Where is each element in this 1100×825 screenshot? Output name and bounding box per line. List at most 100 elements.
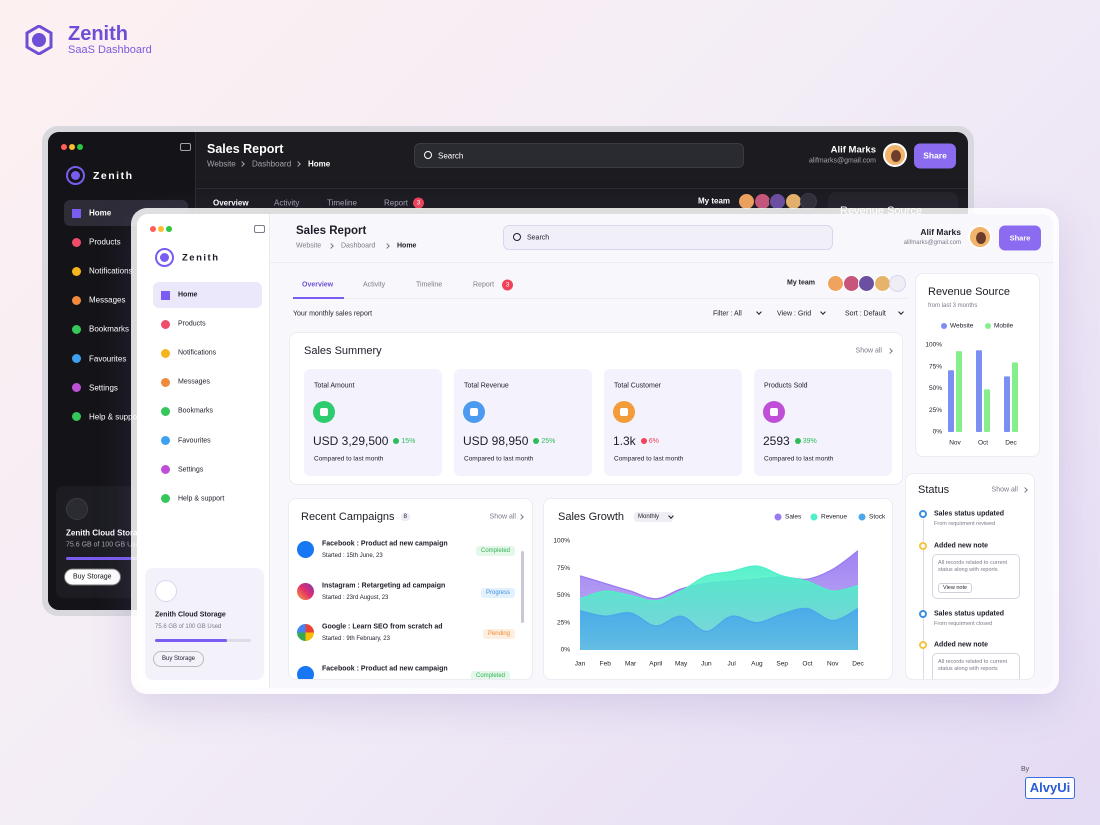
legend-label: Mobile <box>994 323 1014 330</box>
series-line <box>579 565 859 602</box>
sidebar-toggle[interactable] <box>254 225 265 233</box>
stat-change: 39% <box>794 438 817 445</box>
header-divider <box>196 188 968 189</box>
campaign-name[interactable]: Facebook : Product ad new campaign <box>322 540 448 548</box>
nav-item[interactable]: Messages <box>89 295 126 305</box>
team-add[interactable] <box>889 275 906 292</box>
nav-item[interactable]: Favourites <box>89 354 127 363</box>
tab[interactable]: Overview <box>213 198 249 208</box>
nav-item[interactable]: Home <box>178 291 198 299</box>
nav-icon <box>72 295 81 305</box>
legend-swatch <box>941 323 947 329</box>
team-avatar <box>827 275 844 292</box>
filter-dropdown[interactable]: Filter : All <box>713 310 742 318</box>
campaign-name[interactable]: Google : Learn SEO from scratch ad <box>322 623 443 631</box>
note-button[interactable]: View note <box>938 583 973 593</box>
sidebar-brand: Zenith <box>182 252 220 264</box>
storage-button[interactable]: Buy Storage <box>64 568 121 586</box>
share-button[interactable]: Share <box>999 225 1041 250</box>
nav-item[interactable]: Favourites <box>178 437 211 444</box>
trend-icon <box>640 438 647 444</box>
stat-icon-glyph <box>770 408 778 416</box>
stat-icon <box>463 401 485 423</box>
nav-icon <box>72 383 81 393</box>
breadcrumb-item[interactable]: Dashboard <box>252 159 292 169</box>
toolbar-subtitle: Your monthly sales report <box>293 310 373 318</box>
team-label: My team <box>698 196 731 206</box>
search-box[interactable]: Search <box>503 225 833 250</box>
nav-icon <box>161 290 170 300</box>
x-tick-label: May <box>675 661 688 668</box>
stat-change: 6% <box>640 437 659 445</box>
note-box: All records related to current status al… <box>932 554 1020 599</box>
nav-item[interactable]: Settings <box>178 466 204 474</box>
logo <box>66 166 85 185</box>
x-tick-label: Oct <box>978 440 988 447</box>
nav-item[interactable]: Notifications <box>178 349 217 357</box>
nav-icon <box>72 324 81 334</box>
timeline-dot <box>919 510 927 518</box>
y-tick-label: 50% <box>557 592 570 599</box>
show-all[interactable]: Show all <box>991 486 1018 494</box>
nav-item[interactable]: Notifications <box>89 266 133 276</box>
tab[interactable]: Activity <box>274 198 300 208</box>
sidebar-toggle[interactable] <box>180 143 191 151</box>
stat-label: Total Revenue <box>464 382 509 390</box>
growth-card: Sales Growth Monthly Sales Revenue Stock 0% 25… <box>543 498 893 680</box>
count-badge: 8 <box>400 513 410 521</box>
tab[interactable]: Activity <box>363 281 386 289</box>
nav-item[interactable]: Settings <box>89 383 118 393</box>
search-icon <box>513 233 521 241</box>
show-all[interactable]: Show all <box>855 347 882 355</box>
storage-button[interactable]: Buy Storage <box>153 651 205 667</box>
legend-label: Revenue <box>821 514 847 521</box>
show-all[interactable]: Show all <box>489 513 516 521</box>
y-tick-label: 0% <box>561 647 571 654</box>
nav-item[interactable]: Help & support <box>178 495 225 503</box>
nav-item[interactable]: Bookmarks <box>178 407 214 415</box>
nav-item[interactable]: Messages <box>178 378 210 386</box>
tab[interactable]: Timeline <box>327 198 357 208</box>
window-frame: Zenith Home Products Notifications Messages B… <box>131 208 1059 694</box>
campaign-status: Progress <box>480 587 515 598</box>
tab-divider <box>293 298 907 299</box>
tab[interactable]: Report <box>384 198 409 208</box>
nav-item[interactable]: Products <box>178 320 206 328</box>
window-dot <box>158 226 164 232</box>
nav-item[interactable]: Products <box>89 237 121 247</box>
share-button[interactable]: Share <box>914 143 956 168</box>
campaign-name[interactable]: Instagram : Retargeting ad campaign <box>322 582 446 590</box>
stat-change: 25% <box>533 438 555 445</box>
campaign-name[interactable]: Facebook : Product ad new campaign <box>322 665 448 673</box>
filter-dropdown[interactable]: Sort : Default <box>845 310 886 318</box>
brand-tagline: SaaS Dashboard <box>68 44 152 56</box>
tab[interactable]: Report <box>473 281 495 289</box>
period-dropdown[interactable]: Monthly <box>634 512 674 522</box>
nav-icon <box>72 237 81 247</box>
breadcrumb-item[interactable]: Website <box>207 159 236 169</box>
chevron-icon <box>898 309 904 315</box>
nav-item[interactable]: Bookmarks <box>89 324 130 334</box>
stat-icon <box>313 401 335 423</box>
search-icon <box>424 151 432 159</box>
tab[interactable]: Timeline <box>416 281 443 289</box>
nav-item[interactable]: Home <box>89 208 112 218</box>
window-dot <box>77 144 83 150</box>
bar <box>948 370 954 432</box>
breadcrumb-item[interactable]: Dashboard <box>341 242 376 250</box>
x-tick-label: Dec <box>852 661 864 668</box>
legend-swatch <box>858 513 866 521</box>
search-box[interactable]: Search <box>414 143 744 168</box>
campaign-status: Completed <box>475 546 515 556</box>
nav-icon <box>161 377 170 387</box>
legend-swatch <box>774 513 782 521</box>
tab[interactable]: Overview <box>302 281 334 289</box>
breadcrumb-item[interactable]: Website <box>296 242 322 250</box>
x-tick-label: Jan <box>575 661 586 668</box>
filter-dropdown[interactable]: View : Grid <box>777 310 812 318</box>
nav-item[interactable]: Help & support <box>89 412 142 422</box>
timeline-dot <box>919 641 927 649</box>
campaign-icon <box>297 541 314 558</box>
nav-active <box>153 282 262 308</box>
stat-change-value: 6% <box>648 437 659 445</box>
